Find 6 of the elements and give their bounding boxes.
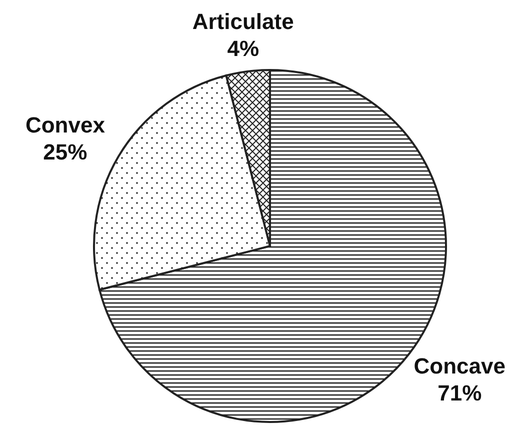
slice-label: Articulate: [192, 8, 294, 34]
data-label: 71%: [438, 380, 482, 406]
slice-label: Convex: [25, 112, 106, 138]
slice-label: Concave: [414, 354, 506, 379]
data-label: 25%: [43, 140, 88, 165]
data-label: 4%: [227, 36, 259, 61]
